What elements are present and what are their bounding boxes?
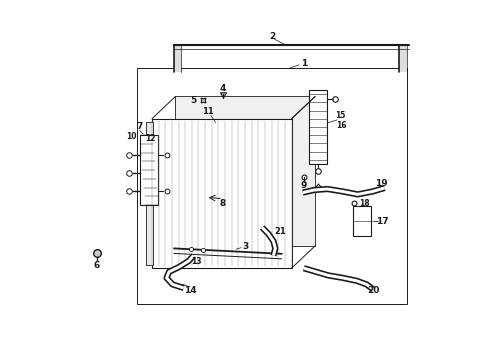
- Bar: [399, 45, 407, 72]
- Text: 8: 8: [220, 199, 226, 208]
- Text: 7: 7: [136, 122, 143, 131]
- Text: 19: 19: [375, 179, 388, 188]
- Text: 20: 20: [367, 287, 380, 295]
- Text: 11: 11: [202, 107, 214, 116]
- Bar: [353, 206, 371, 236]
- Text: 21: 21: [274, 227, 286, 236]
- Bar: [146, 122, 153, 265]
- Text: 5: 5: [191, 96, 196, 105]
- Text: 15: 15: [335, 111, 345, 120]
- Text: 2: 2: [269, 32, 275, 41]
- Bar: [152, 119, 292, 268]
- Bar: [140, 135, 158, 205]
- Text: 10: 10: [126, 132, 137, 141]
- Text: 14: 14: [184, 286, 196, 295]
- Bar: [174, 45, 181, 72]
- Text: 13: 13: [191, 256, 201, 266]
- Text: 12: 12: [145, 134, 156, 143]
- Text: 16: 16: [336, 121, 347, 130]
- Bar: [137, 68, 407, 304]
- Text: 4: 4: [220, 84, 226, 93]
- Text: 6: 6: [94, 261, 100, 270]
- Text: 9: 9: [300, 181, 307, 190]
- Text: 17: 17: [376, 217, 389, 225]
- Polygon shape: [175, 96, 315, 246]
- Text: 1: 1: [301, 59, 307, 68]
- Text: 18: 18: [359, 199, 370, 207]
- Text: 3: 3: [242, 243, 248, 252]
- Bar: [309, 90, 327, 164]
